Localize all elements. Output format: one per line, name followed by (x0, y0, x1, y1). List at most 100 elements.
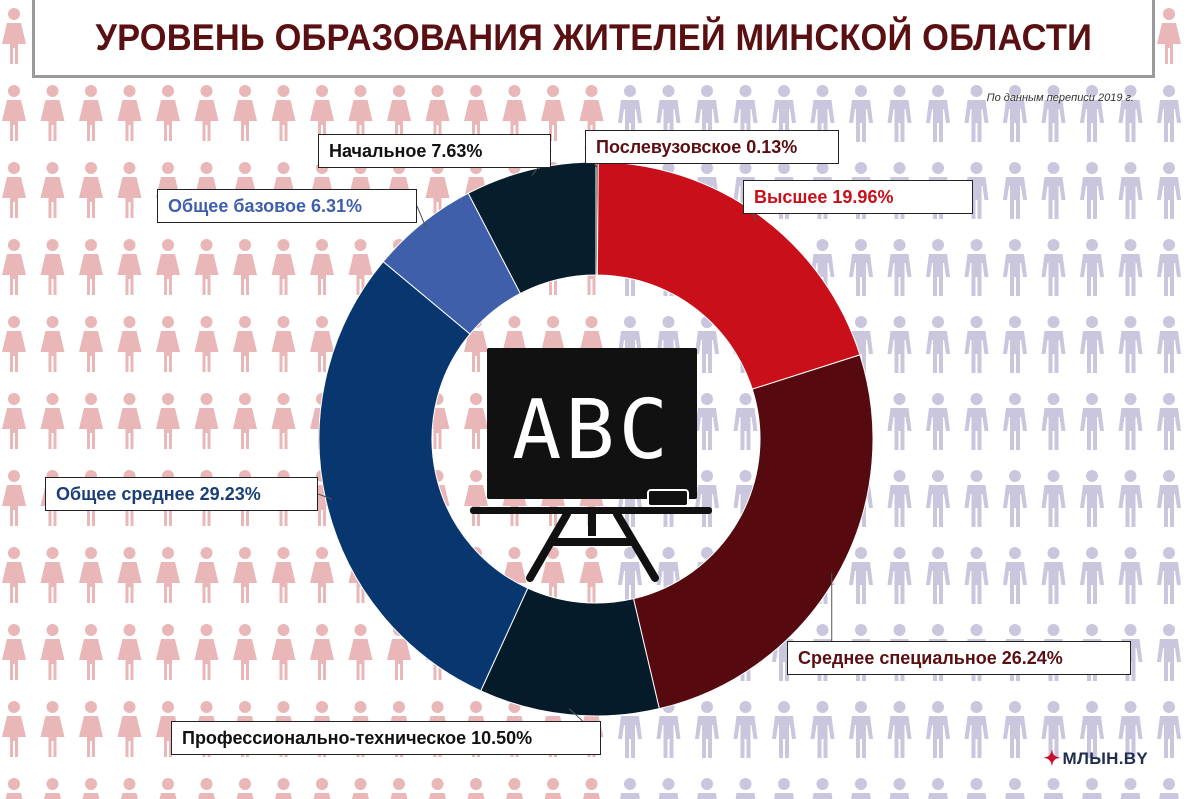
female-person-icon (506, 778, 523, 799)
male-person-icon (964, 85, 989, 142)
male-person-icon (1003, 162, 1027, 219)
female-person-icon (121, 778, 138, 799)
female-person-icon (117, 316, 142, 372)
logo-mark-icon: ✦ (1043, 748, 1061, 770)
male-person-icon (733, 393, 758, 450)
male-person-icon (1041, 547, 1066, 604)
female-person-icon (156, 547, 180, 603)
female-person-icon (271, 239, 296, 295)
male-person-icon (1118, 316, 1143, 373)
slice-2 (632, 354, 874, 710)
page-title: УРОВЕНЬ ОБРАЗОВАНИЯ ЖИТЕЛЕЙ МИНСКОЙ ОБЛА… (95, 16, 1092, 58)
site-logo[interactable]: ✦ МЛЫН.BY (1043, 746, 1148, 771)
female-person-icon (313, 778, 331, 799)
male-person-icon (1080, 85, 1104, 142)
female-person-icon (2, 316, 26, 372)
svg-text:ABC: ABC (512, 383, 672, 478)
female-person-icon (79, 624, 103, 680)
female-person-icon (156, 239, 180, 295)
male-person-icon (926, 393, 950, 450)
chalkboard-icon: ABC (470, 348, 712, 582)
female-person-icon (236, 778, 254, 799)
male-person-icon (964, 162, 989, 219)
male-person-icon (1157, 470, 1181, 527)
female-person-icon (40, 85, 65, 141)
female-person-icon (233, 624, 257, 680)
male-person-icon (618, 547, 642, 604)
male-person-icon (1041, 316, 1066, 373)
male-person-icon (1118, 393, 1143, 450)
female-person-icon (40, 393, 65, 449)
female-person-icon (310, 239, 334, 295)
male-person-icon (1003, 393, 1027, 450)
female-person-icon (79, 701, 103, 757)
male-person-icon (849, 239, 873, 296)
male-person-icon (697, 778, 717, 799)
slice-label-3: Профессионально-техническое 10.50% (171, 721, 601, 755)
female-person-icon (156, 624, 180, 680)
male-person-icon (926, 316, 950, 373)
female-person-icon (194, 316, 219, 372)
female-person-icon (271, 393, 296, 449)
slice-label-0: Послевузовское 0.13% (585, 130, 839, 164)
male-person-icon (1157, 85, 1181, 142)
female-person-icon (348, 239, 373, 295)
male-person-icon (1003, 239, 1027, 296)
slice-label-5: Общее базовое 6.31% (157, 189, 417, 223)
male-person-icon (926, 470, 950, 527)
male-person-icon (733, 85, 758, 142)
male-person-icon (887, 547, 912, 604)
male-person-icon (1080, 393, 1104, 450)
female-person-icon (194, 547, 219, 603)
female-person-icon (1157, 8, 1181, 64)
male-person-icon (926, 239, 950, 296)
female-person-icon (79, 239, 103, 295)
male-person-icon (887, 85, 912, 142)
female-person-icon (233, 547, 257, 603)
male-person-icon (1043, 778, 1064, 799)
leader-line-5 (416, 205, 427, 229)
slice-label-4: Общее среднее 29.23% (45, 477, 318, 511)
female-person-icon (579, 547, 604, 603)
male-person-icon (964, 393, 989, 450)
female-person-icon (310, 624, 334, 680)
female-person-icon (464, 393, 488, 449)
male-person-icon (964, 701, 989, 758)
male-person-icon (618, 85, 642, 142)
male-person-icon (926, 547, 950, 604)
female-person-icon (40, 239, 65, 295)
female-person-icon (271, 624, 296, 680)
female-person-icon (117, 624, 142, 680)
male-person-icon (1118, 470, 1143, 527)
female-person-icon (79, 547, 103, 603)
female-person-icon (156, 85, 180, 141)
female-person-icon (310, 85, 334, 141)
male-person-icon (964, 470, 989, 527)
female-person-icon (82, 778, 100, 799)
leader-line-4 (317, 493, 332, 500)
female-person-icon (2, 162, 26, 218)
female-person-icon (310, 547, 334, 603)
male-person-icon (1157, 393, 1181, 450)
male-person-icon (926, 85, 950, 142)
slice-label-6: Начальное 7.63% (318, 134, 551, 168)
male-person-icon (1041, 393, 1066, 450)
female-person-icon (348, 624, 373, 680)
male-person-icon (810, 239, 835, 296)
title-box: УРОВЕНЬ ОБРАЗОВАНИЯ ЖИТЕЛЕЙ МИНСКОЙ ОБЛА… (32, 0, 1155, 78)
male-person-icon (620, 778, 640, 799)
male-person-icon (887, 470, 912, 527)
male-person-icon (1005, 778, 1025, 799)
female-person-icon (348, 85, 373, 141)
male-person-icon (1157, 547, 1181, 604)
male-person-icon (966, 778, 987, 799)
male-person-icon (1003, 701, 1027, 758)
female-person-icon (464, 470, 488, 526)
female-person-icon (579, 85, 604, 141)
male-person-icon (1041, 239, 1066, 296)
female-person-icon (271, 85, 296, 141)
male-person-icon (851, 778, 871, 799)
male-person-icon (887, 316, 912, 373)
male-person-icon (733, 701, 758, 758)
